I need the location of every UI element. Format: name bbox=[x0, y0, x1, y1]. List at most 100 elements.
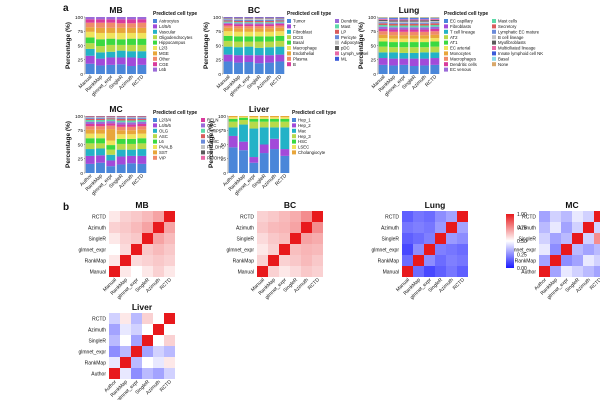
bar-segment-bc-pdc bbox=[275, 18, 285, 19]
bar-segment-bc-pdc bbox=[234, 18, 243, 19]
heatmap-cell-bc bbox=[279, 222, 290, 233]
bar-segment-mb-other bbox=[127, 23, 136, 28]
bar-segment-mc-pv-dhc bbox=[85, 117, 95, 118]
bar-segment-bc-b bbox=[254, 24, 264, 27]
bar-segment-liver-lsec bbox=[280, 117, 290, 119]
heatmap-cell-liver bbox=[131, 313, 142, 324]
bar-segment-mc-asc bbox=[116, 143, 126, 150]
bar-segment-lung-b-cell-lineage bbox=[399, 21, 409, 23]
legend-swatch-mc bbox=[201, 123, 205, 128]
legend-swatch-mb bbox=[153, 19, 157, 23]
heatmap-cell-mb bbox=[131, 266, 142, 277]
heatmap-row-label-mc: glmnet_expr bbox=[508, 247, 536, 253]
bar-segment-lung-myofibroblasts bbox=[399, 20, 409, 22]
bar-segment-mb-mge bbox=[96, 27, 105, 33]
legend-label-liver: HSC bbox=[298, 139, 307, 144]
bar-segment-bc-mast bbox=[244, 22, 254, 24]
bar-segment-bc-plasma bbox=[275, 25, 285, 28]
heatmap-cell-liver bbox=[120, 324, 131, 335]
legend-swatch-mc bbox=[153, 134, 157, 139]
heatmap-row-label-lung: RankMap bbox=[378, 258, 400, 264]
bar-segment-lung-b-cell-lineage bbox=[420, 21, 429, 23]
legend-swatch-mb bbox=[153, 35, 157, 40]
bar-segment-lung-dendritic-cells bbox=[409, 29, 419, 32]
bar-segment-mc-pv-dhc bbox=[96, 117, 105, 118]
bar-segment-mb-l4-5-6 bbox=[137, 58, 147, 65]
bar-segment-mc-opc bbox=[85, 121, 95, 124]
legend-swatch-bc bbox=[287, 51, 291, 56]
heatmap-cell-bc bbox=[312, 222, 323, 233]
legend-title-mc: Predicted cell type bbox=[153, 110, 197, 116]
bar-segment-lung-mast-cells bbox=[399, 25, 409, 28]
bar-segment-mb-oligodendrocytes bbox=[137, 44, 147, 52]
heatmap-cell-bc bbox=[301, 211, 312, 222]
legend-label-lung: B cell lineage bbox=[498, 35, 524, 40]
bar-segment-mc-lamp5 bbox=[106, 119, 116, 122]
legend-swatch-mc bbox=[201, 145, 205, 149]
bar-segment-lung-ec-capillary bbox=[399, 64, 409, 74]
bar-segment-liver-hsc bbox=[270, 118, 279, 122]
bar-segment-lung-t-cell-lineage bbox=[430, 52, 440, 59]
bar-segment-mc-opc bbox=[116, 122, 126, 125]
bar-segment-mb-cge bbox=[116, 19, 126, 24]
heatmap-cell-mb bbox=[153, 266, 164, 277]
bar-segment-mb-cge bbox=[85, 19, 95, 23]
bar-segment-bc-plasma bbox=[223, 25, 233, 28]
bar-segment-mc-olg bbox=[96, 148, 105, 156]
heatmap-cell-mc bbox=[539, 266, 550, 277]
legend-label-mb: Vascular bbox=[159, 29, 176, 34]
heatmap-row-label-liver: RankMap bbox=[85, 360, 107, 366]
heatmap-cell-bc bbox=[312, 244, 323, 255]
heatmap-cell-lung bbox=[424, 233, 435, 244]
legend-swatch-bc bbox=[287, 62, 291, 67]
heatmap-cell-lung bbox=[446, 266, 457, 277]
bar-segment-mc-pv-dhc bbox=[137, 117, 147, 118]
heatmap-cell-lung bbox=[424, 255, 435, 266]
legend-swatch-bc bbox=[287, 29, 291, 34]
heatmap-cell-lung bbox=[424, 222, 435, 233]
bar-segment-mb-l6b bbox=[96, 17, 105, 20]
bar-segment-mc-pv-ohc bbox=[116, 116, 126, 117]
legend-label-lung: Basal bbox=[498, 56, 509, 61]
bar-segment-mc-ec bbox=[106, 116, 116, 118]
bar-segment-bc-ml bbox=[223, 17, 233, 18]
bar-segment-lung-fibroblasts bbox=[399, 58, 409, 65]
bar-segment-bc-fibroblast bbox=[265, 47, 274, 56]
heatmap-cell-mb bbox=[164, 222, 175, 233]
legend-label-lung: AT1 bbox=[450, 40, 458, 45]
bar-segment-lung-t-cell-lineage bbox=[389, 52, 398, 59]
bar-segment-mc-sst bbox=[85, 129, 95, 134]
heatmap-cell-liver bbox=[153, 313, 164, 324]
heatmap-cell-mb bbox=[142, 255, 153, 266]
bar-segment-lung-lymphatic-ec-mature bbox=[389, 22, 398, 24]
bar-segment-bc-endothelial bbox=[275, 27, 285, 32]
legend-label-lung: AT2 bbox=[450, 35, 458, 40]
heatmap-cell-mc bbox=[561, 233, 572, 244]
legend-swatch-bc bbox=[335, 40, 339, 45]
bar-segment-lung-dendritic-cells bbox=[420, 29, 429, 32]
scale-tick-label: 0.75 bbox=[517, 225, 527, 231]
heatmap-cell-lung bbox=[435, 233, 446, 244]
bar-segment-bc-dendritic bbox=[254, 23, 264, 25]
bar-segment-lung-t-cell-lineage bbox=[420, 52, 429, 59]
bar-segment-lung-b-cell-lineage bbox=[430, 20, 440, 23]
bar-segment-bc-lymph-vessel bbox=[234, 17, 243, 19]
bar-segment-lung-at2 bbox=[409, 47, 419, 53]
bar-segment-mb-l2-3 bbox=[116, 32, 126, 40]
heatmap-cell-liver bbox=[153, 368, 164, 379]
y-tick-label-liver: 0 bbox=[223, 171, 226, 177]
legend-label-mc: PV_DHC bbox=[207, 145, 224, 150]
heatmap-cell-mb bbox=[120, 211, 131, 222]
bar-segment-lung-at2 bbox=[389, 47, 398, 53]
x-tick-label-lung: RCTD bbox=[424, 74, 438, 88]
heatmap-cell-lung bbox=[402, 222, 413, 233]
chart-title-liver: Liver bbox=[249, 104, 270, 114]
bar-segment-mb-hippocampus bbox=[85, 37, 95, 44]
bar-segment-bc-t bbox=[244, 55, 254, 63]
bar-segment-bc-plasma bbox=[265, 26, 274, 29]
bar-segment-mc-sst bbox=[106, 129, 116, 141]
bar-segment-bc-b bbox=[234, 24, 243, 27]
